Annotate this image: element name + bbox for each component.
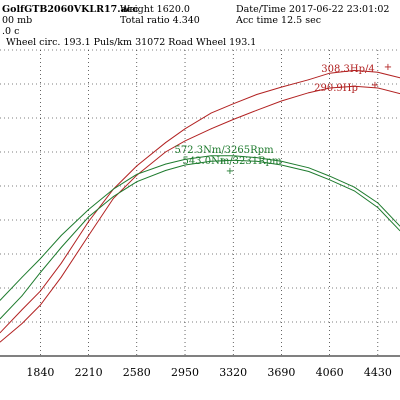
peak-marker: +	[218, 156, 226, 167]
power-point	[281, 86, 282, 88]
torque-point	[113, 196, 114, 197]
header-datetime: Date/Time 2017-06-22 23:01:02	[236, 4, 389, 15]
x-tick-label: 2210	[75, 366, 103, 379]
power-point	[329, 87, 330, 89]
torque-point	[377, 202, 379, 204]
peak-label: 308.3Hp/4	[321, 64, 374, 75]
x-tick-labels: 1840 2210 2580 2950 3320 3690 4060 4430	[26, 366, 392, 379]
torque-point	[232, 155, 234, 157]
torque-point	[60, 247, 62, 248]
torque-point	[165, 170, 166, 171]
power-point	[256, 94, 258, 95]
power-point	[210, 128, 212, 130]
power-point	[329, 72, 330, 74]
power-point	[165, 151, 166, 153]
power-point	[354, 70, 355, 71]
peak-marker: +	[384, 62, 392, 73]
torque-point	[308, 167, 310, 169]
power-point	[60, 262, 62, 264]
power-point	[232, 103, 234, 105]
annotations: +308.3Hp/4+290.9Hp+572.3Nm/3265Rpm+543.0…	[174, 62, 392, 177]
x-tick-label: 2580	[123, 366, 151, 379]
power-series-2	[0, 85, 400, 343]
header-acc-time: Acc time 12.5 sec	[235, 15, 321, 26]
torque-point	[377, 207, 379, 209]
torque-point	[232, 159, 234, 161]
power-point	[88, 221, 89, 222]
power-point	[165, 142, 166, 144]
header-pressure: 00 mb	[2, 15, 32, 26]
torque-point	[329, 179, 330, 181]
grid	[0, 49, 400, 357]
power-point	[136, 165, 138, 167]
torque-point	[329, 175, 330, 177]
power-point	[21, 309, 23, 310]
torque-point	[136, 181, 138, 183]
torque-point	[256, 157, 258, 159]
x-tick-label: 3690	[267, 366, 295, 379]
torque-curve-3	[0, 155, 400, 301]
power-curve-1	[0, 69, 400, 334]
power-point	[113, 198, 114, 199]
power-point	[377, 87, 379, 89]
power-point	[354, 85, 355, 87]
torque-point	[40, 258, 41, 259]
torque-curve-4	[0, 159, 400, 320]
torque-point	[113, 188, 114, 190]
power-point	[308, 92, 310, 94]
torque-point	[21, 295, 23, 297]
peak-label: 543.0Nm/3231Rpm	[182, 156, 282, 167]
torque-point	[165, 163, 166, 165]
torque-series-4	[0, 159, 400, 320]
torque-point	[210, 160, 212, 162]
torque-point	[88, 216, 89, 218]
torque-series-3	[0, 155, 400, 301]
power-point	[184, 128, 186, 130]
torque-point	[40, 272, 41, 273]
header-temp: .0 c	[2, 26, 19, 37]
torque-point	[60, 235, 62, 236]
header-ratio: Total ratio 4.340	[120, 15, 200, 26]
torque-point	[21, 276, 23, 278]
torque-point	[88, 209, 89, 210]
power-point	[40, 290, 41, 292]
torque-point	[210, 155, 212, 157]
peak-marker: +	[371, 80, 379, 91]
torque-point	[281, 164, 282, 166]
power-curve-2	[0, 85, 400, 343]
torque-point	[184, 159, 186, 160]
series-layer	[0, 69, 400, 343]
torque-point	[354, 186, 355, 188]
power-point	[21, 323, 23, 324]
peak-marker: +	[226, 166, 234, 177]
x-tick-label: 4430	[364, 366, 392, 379]
x-tick-label: 1840	[26, 366, 54, 379]
power-point	[256, 109, 258, 111]
torque-point	[136, 173, 138, 175]
torque-point	[281, 160, 282, 162]
power-point	[232, 119, 234, 120]
peak-label: 290.9Hp	[314, 83, 358, 94]
power-point	[40, 304, 41, 306]
header-file: GolfGTB2060VKLR17.acc	[2, 4, 138, 15]
torque-point	[308, 171, 310, 172]
x-tick-label: 2950	[171, 366, 199, 379]
torque-point	[354, 190, 355, 192]
header-wheel: Wheel circ. 193.1 Puls/km 31072 Road Whe…	[6, 37, 256, 48]
power-point	[281, 100, 282, 102]
power-point	[88, 235, 89, 236]
power-point	[210, 112, 212, 114]
power-point	[308, 79, 310, 81]
torque-point	[256, 160, 258, 162]
power-point	[377, 71, 379, 73]
torque-point	[184, 164, 186, 166]
header-weight: Weight 1620.0	[120, 4, 190, 15]
x-tick-label: 4060	[316, 366, 344, 379]
x-tick-label: 3320	[219, 366, 247, 379]
power-point	[184, 140, 186, 142]
power-point	[60, 276, 62, 278]
peak-label: 572.3Nm/3265Rpm	[174, 145, 274, 156]
